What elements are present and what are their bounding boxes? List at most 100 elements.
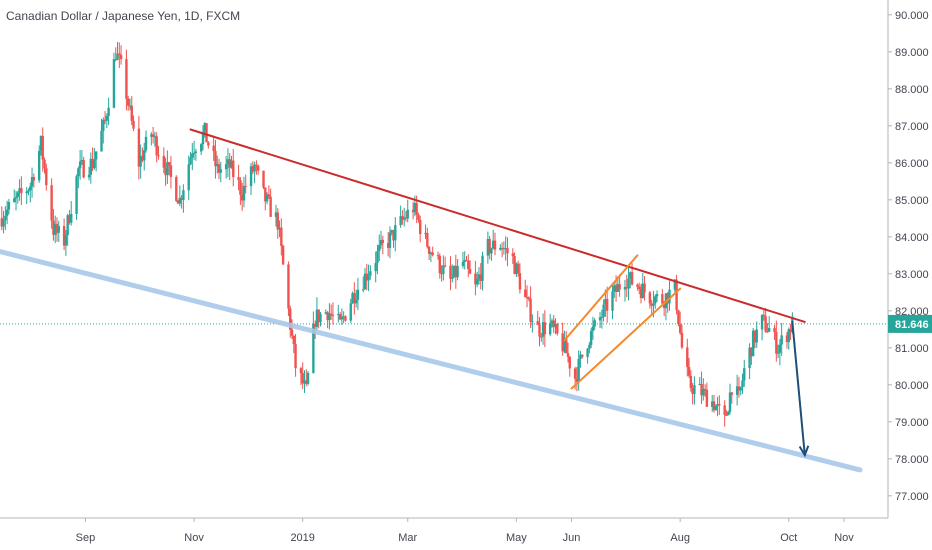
candle-body bbox=[550, 320, 554, 324]
candle-body bbox=[89, 158, 93, 175]
candle-body bbox=[376, 251, 379, 263]
candle-body bbox=[166, 162, 169, 176]
candle-body bbox=[488, 238, 491, 254]
candle-body bbox=[490, 248, 493, 254]
candle-body bbox=[365, 273, 368, 281]
candle-body bbox=[14, 196, 18, 199]
candle-body bbox=[353, 293, 356, 304]
candle-body bbox=[703, 388, 707, 390]
candle-body bbox=[643, 283, 646, 293]
candle-body bbox=[463, 260, 466, 262]
time-tick-label: Sep bbox=[76, 532, 96, 544]
price-tick-label: 88.000 bbox=[895, 84, 929, 96]
candle-body bbox=[139, 155, 142, 167]
candle-body bbox=[591, 326, 595, 331]
candle-body bbox=[728, 392, 732, 412]
candle-body bbox=[751, 330, 755, 357]
candle-body bbox=[242, 185, 246, 201]
candle-body bbox=[748, 347, 751, 369]
candle-body bbox=[661, 294, 664, 304]
candle-body bbox=[216, 164, 219, 167]
channel-lower bbox=[570, 287, 682, 390]
candle-body bbox=[62, 226, 66, 246]
candle-body bbox=[413, 203, 417, 213]
candle-body bbox=[2, 220, 5, 227]
candle-body bbox=[586, 348, 589, 357]
candle-body bbox=[141, 155, 144, 161]
candle-body bbox=[191, 153, 194, 158]
candle-body bbox=[0, 218, 3, 227]
candle-body bbox=[481, 255, 484, 281]
candle-body bbox=[577, 358, 580, 382]
candle-body bbox=[616, 284, 620, 292]
candle-body bbox=[214, 150, 217, 167]
candle-body bbox=[753, 330, 757, 343]
candle-body bbox=[556, 324, 559, 334]
candle-body bbox=[87, 174, 91, 178]
candle-body bbox=[119, 55, 123, 60]
candle-body bbox=[305, 380, 308, 384]
candle-body bbox=[579, 354, 582, 359]
candle-body bbox=[527, 297, 531, 299]
candle-body bbox=[16, 192, 20, 197]
candle-body bbox=[785, 335, 789, 343]
candle-body bbox=[687, 367, 691, 376]
candle-body bbox=[280, 227, 283, 246]
candle-body bbox=[118, 53, 121, 56]
candle-body bbox=[589, 330, 593, 345]
candle-body bbox=[693, 385, 696, 395]
candle-body bbox=[324, 312, 328, 314]
candle-body bbox=[5, 209, 9, 216]
candle-body bbox=[68, 215, 71, 223]
candle-body bbox=[70, 213, 73, 223]
candle-body bbox=[386, 243, 390, 248]
candle-body bbox=[255, 164, 258, 166]
candle-body bbox=[776, 352, 780, 354]
candle-body bbox=[750, 347, 753, 357]
candle-body bbox=[301, 373, 304, 384]
candle-body bbox=[13, 198, 16, 203]
candle-body bbox=[30, 177, 34, 187]
candle-body bbox=[381, 239, 385, 244]
candle-body bbox=[201, 132, 205, 145]
candle-body bbox=[37, 150, 41, 181]
candle-body bbox=[180, 197, 183, 200]
candle-body bbox=[477, 274, 481, 280]
candle-body bbox=[369, 271, 372, 276]
candle-body bbox=[518, 273, 522, 290]
candle-body bbox=[650, 303, 653, 306]
candle-body bbox=[602, 304, 605, 317]
candle-body bbox=[342, 316, 345, 318]
candle-body bbox=[625, 286, 628, 289]
candle-body bbox=[411, 209, 415, 213]
candle-body bbox=[730, 392, 734, 395]
candle-body bbox=[175, 176, 178, 201]
price-tick-label: 83.000 bbox=[895, 269, 929, 281]
candle-body bbox=[698, 383, 701, 386]
candle-body bbox=[212, 145, 215, 151]
candle-body bbox=[516, 263, 520, 274]
candle-body bbox=[743, 368, 746, 381]
price-tick-label: 77.000 bbox=[895, 491, 929, 503]
candle-body bbox=[269, 196, 272, 217]
candle-body bbox=[474, 273, 477, 285]
candle-body bbox=[575, 378, 579, 382]
candle-body bbox=[404, 217, 408, 219]
candle-body bbox=[789, 329, 792, 333]
candle-body bbox=[326, 312, 329, 321]
candle-body bbox=[374, 262, 377, 272]
candle-body bbox=[137, 128, 141, 167]
candle-body bbox=[182, 190, 185, 200]
candle-body bbox=[78, 161, 82, 169]
candle-body bbox=[331, 314, 335, 316]
candle-body bbox=[100, 130, 103, 152]
candle-body bbox=[315, 309, 319, 327]
time-tick-label: Oct bbox=[780, 532, 797, 544]
candle-body bbox=[50, 185, 53, 221]
candle-body bbox=[39, 135, 43, 151]
price-tick-label: 89.000 bbox=[895, 47, 929, 59]
candle-body bbox=[224, 164, 228, 170]
candle-body bbox=[338, 314, 342, 320]
candle-body bbox=[648, 292, 652, 304]
